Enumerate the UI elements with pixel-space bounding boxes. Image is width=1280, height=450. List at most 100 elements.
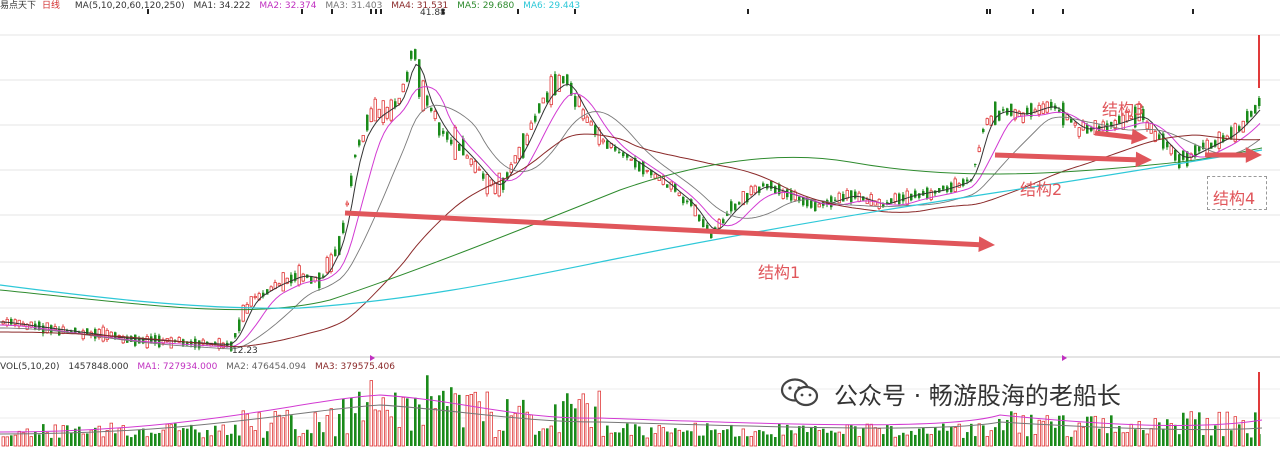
candle-body — [806, 197, 809, 207]
event-marker — [1192, 9, 1194, 14]
candle-body — [786, 189, 789, 198]
candle-body — [817, 203, 821, 208]
candle-body — [493, 182, 497, 194]
candle-body — [74, 327, 77, 333]
volume-bar — [1058, 415, 1061, 446]
volume-bar — [482, 421, 485, 446]
volume-bar — [506, 399, 509, 446]
volume-bar — [574, 408, 577, 446]
candle-body — [1258, 97, 1261, 107]
candle-body — [1118, 115, 1121, 124]
volume-bar — [1174, 424, 1177, 446]
candle-body — [513, 155, 517, 164]
candle-body — [485, 174, 489, 195]
volume-bar — [957, 423, 961, 447]
volume-bar — [453, 393, 457, 447]
volume-bar — [262, 437, 265, 446]
volume-bar — [726, 429, 729, 446]
volume-bar — [438, 395, 441, 446]
volume-bar — [749, 435, 753, 447]
candle-body — [902, 194, 905, 202]
ma6-line — [0, 149, 1263, 309]
ma4-line — [0, 133, 1261, 348]
candle-body — [585, 116, 589, 123]
volume-bar — [161, 429, 165, 447]
volume-bar — [1210, 435, 1213, 446]
candle-body — [950, 182, 953, 193]
candle-body — [1210, 142, 1213, 149]
volume-bar — [234, 424, 237, 446]
volume-bar — [666, 431, 669, 446]
volume-bar — [318, 422, 321, 446]
candle-body — [1073, 122, 1077, 126]
volume-bar — [198, 432, 201, 446]
candle-body — [397, 97, 401, 104]
volume-bar — [1162, 428, 1165, 446]
volume-bar — [1110, 415, 1113, 446]
candle-body — [690, 199, 693, 206]
volume-bar — [322, 432, 325, 446]
volume-bar — [693, 422, 697, 447]
candle-body — [297, 265, 301, 286]
volume-bar — [1178, 434, 1181, 446]
candle-body — [594, 125, 597, 135]
candle-body — [1017, 111, 1021, 117]
volume-bar — [1045, 415, 1049, 447]
volume-bar — [53, 424, 57, 447]
structure-4-text: 结构4 — [1213, 189, 1256, 208]
structure-3-label: 结构3 — [1102, 100, 1145, 119]
volume-bar — [290, 415, 293, 446]
volume-bar — [58, 437, 61, 446]
volume-bar — [497, 430, 501, 447]
candle-body — [418, 59, 421, 97]
candle-body — [406, 71, 409, 82]
candle-body — [650, 169, 653, 176]
volume-bar — [186, 428, 189, 446]
volume-bar — [837, 431, 841, 447]
candle-body — [477, 168, 481, 171]
event-marker — [301, 9, 303, 14]
candle-body — [618, 151, 621, 153]
structure-4-label[interactable]: 结构4 — [1207, 176, 1267, 210]
volume-bar — [1006, 419, 1009, 446]
candle-body — [1062, 102, 1065, 126]
candle-body — [310, 276, 313, 284]
stock-name[interactable]: 易点天下 日线 — [0, 1, 61, 11]
volume-bar — [158, 432, 161, 446]
candle-body — [301, 273, 305, 282]
volume-bar — [862, 428, 865, 446]
volume-bar — [1113, 431, 1117, 447]
volume-bar — [1238, 424, 1241, 446]
period-label[interactable]: 日线 — [42, 1, 61, 11]
volume-bar — [918, 428, 921, 446]
candle-body — [294, 273, 297, 281]
volume-bar — [953, 427, 957, 447]
candle-body — [1101, 121, 1105, 131]
event-marker — [747, 9, 749, 14]
candle-body — [541, 97, 545, 104]
wechat-icon — [780, 378, 819, 407]
ma1-value: MA1: 34.222 — [193, 1, 251, 11]
event-marker — [989, 9, 991, 14]
candle-body — [453, 126, 457, 160]
volume-bar — [982, 425, 985, 446]
volume-bar — [241, 410, 245, 447]
volume-bar — [465, 395, 469, 447]
arrow-structure-3-head — [1131, 128, 1148, 145]
volume-bar — [597, 390, 601, 447]
volume-bar — [746, 436, 749, 446]
candle-body — [677, 192, 681, 196]
volume-bar — [366, 402, 369, 446]
candle-body — [450, 139, 453, 145]
volume-bar — [109, 422, 113, 447]
low-price-label: 12.23 — [232, 346, 258, 356]
candle-body — [546, 92, 549, 102]
event-marker — [1032, 9, 1034, 14]
candle-body — [1162, 133, 1165, 149]
candle-body — [186, 342, 189, 346]
volume-bar — [926, 433, 929, 446]
candle-body — [626, 154, 629, 158]
candle-body — [629, 158, 633, 161]
volume-bar — [13, 434, 17, 447]
